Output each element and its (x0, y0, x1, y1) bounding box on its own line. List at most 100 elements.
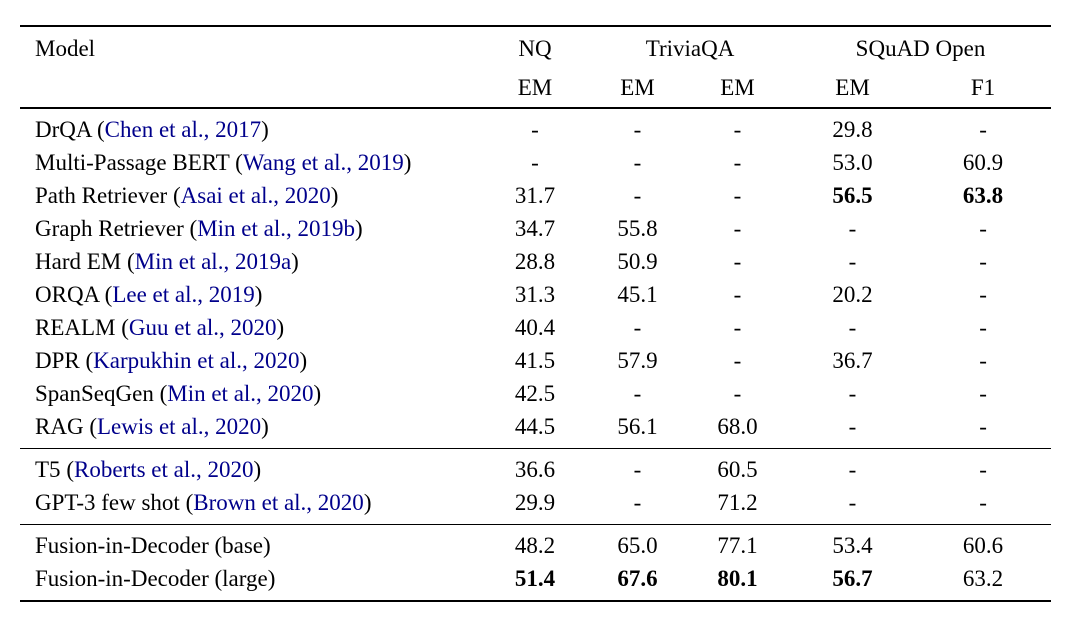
section-retrieval-models: DrQA (Chen et al., 2017) - - - 29.8 - Multi-… (20, 108, 1051, 449)
header-group-row: Model NQ TriviaQA SQuAD Open (20, 26, 1051, 69)
citation-open-paren: ( (104, 282, 113, 307)
model-name-cell: ORQA (Lee et al., 2019) (20, 278, 480, 311)
model-name: Path Retriever (35, 183, 173, 208)
table-header: Model NQ TriviaQA SQuAD Open EM EM EM EM… (20, 26, 1052, 108)
model-name-cell: DrQA (Chen et al., 2017) (20, 108, 480, 146)
metric-value: 42.5 (514, 381, 556, 406)
model-name: RAG (35, 414, 90, 439)
metric-value: 56.1 (617, 414, 658, 439)
metric-value: - (633, 183, 642, 208)
model-name: Multi-Passage BERT (35, 150, 236, 175)
metric-value: 34.7 (514, 216, 556, 241)
header-metric-row: EM EM EM EM F1 (20, 69, 1051, 108)
metric-value: 60.9 (962, 150, 1004, 175)
results-table: Model NQ TriviaQA SQuAD Open EM EM EM EM… (20, 25, 1052, 602)
column-header-nq-em: EM (517, 75, 553, 100)
table-row: T5 (Roberts et al., 2020) 36.6 - 60.5 - - (20, 449, 1051, 487)
model-name-cell: SpanSeqGen (Min et al., 2020) (20, 377, 480, 410)
model-name: Fusion-in-Decoder (base) (35, 533, 271, 558)
model-name: GPT-3 few shot (35, 490, 186, 515)
metric-value: - (633, 315, 642, 340)
metric-value: 45.1 (617, 282, 658, 307)
metric-value: - (979, 282, 987, 307)
metric-value: 56.7 (832, 566, 873, 591)
column-header-triviaqa-em1: EM (620, 75, 655, 100)
citation-link[interactable]: Brown et al., 2020 (193, 490, 364, 515)
metric-value: - (979, 249, 987, 274)
citation-close-paren: ) (299, 348, 308, 373)
column-header-model: Model (35, 36, 96, 61)
metric-value: 44.5 (514, 414, 556, 439)
citation-link[interactable]: Asai et al., 2020 (180, 183, 331, 208)
citation-close-paren: ) (261, 414, 269, 439)
citation-link[interactable]: Lee et al., 2019 (112, 282, 255, 307)
section-fusion-in-decoder: Fusion-in-Decoder (base) 48.2 65.0 77.1 53.… (20, 524, 1052, 602)
metric-value: 51.4 (514, 566, 556, 591)
model-name-cell: Fusion-in-Decoder (base) (20, 525, 480, 563)
citation-close-paren: ) (403, 150, 412, 175)
citation-close-paren: ) (363, 490, 372, 515)
model-name-cell: DPR (Karpukhin et al., 2020) (20, 344, 480, 377)
metric-value: - (633, 457, 642, 482)
metric-value: 65.0 (617, 533, 658, 558)
model-name: T5 (35, 457, 67, 482)
model-name-cell: Multi-Passage BERT (Wang et al., 2019) (20, 146, 480, 179)
citation-open-paren: ( (159, 381, 168, 406)
citation-link[interactable]: Karpukhin et al., 2020 (93, 348, 300, 373)
metric-value: - (633, 490, 642, 515)
table-row: Fusion-in-Decoder (large) 51.4 67.6 80.1 56… (20, 562, 1051, 601)
table-row: Hard EM (Min et al., 2019a) 28.8 50.9 - - - (20, 245, 1051, 278)
citation-open-paren: ( (121, 315, 129, 340)
metric-value: 60.5 (717, 457, 758, 482)
metric-value: 63.2 (962, 566, 1004, 591)
metric-value: 31.7 (514, 183, 556, 208)
citation-close-paren: ) (253, 457, 262, 482)
column-header-squad-f1: F1 (970, 75, 996, 100)
citation-open-paren: ( (189, 216, 198, 241)
model-name-cell: REALM (Guu et al., 2020) (20, 311, 480, 344)
model-name: SpanSeqGen (35, 381, 160, 406)
citation-close-paren: ) (291, 249, 299, 274)
metric-value: - (979, 414, 987, 439)
metric-value: 53.0 (832, 150, 873, 175)
metric-value: - (848, 490, 857, 515)
citation-open-paren: ( (85, 348, 94, 373)
column-header-triviaqa-em2: EM (720, 75, 755, 100)
metric-value: 28.8 (514, 249, 556, 274)
citation-open-paren: ( (126, 249, 135, 274)
citation-link[interactable]: Guu et al., 2020 (128, 315, 277, 340)
metric-value: 50.9 (617, 249, 658, 274)
table-row: Multi-Passage BERT (Wang et al., 2019) -… (20, 146, 1051, 179)
metric-value: - (633, 117, 642, 142)
metric-value: - (733, 315, 742, 340)
metric-value: 29.8 (832, 117, 873, 142)
table-row: DPR (Karpukhin et al., 2020) 41.5 57.9 - 36… (20, 344, 1051, 377)
citation-close-paren: ) (261, 117, 269, 142)
citation-open-paren: ( (89, 414, 97, 439)
model-name: ORQA (35, 282, 105, 307)
metric-value: - (979, 490, 987, 515)
metric-value: - (848, 414, 857, 439)
model-name-cell: Path Retriever (Asai et al., 2020) (20, 179, 480, 212)
metric-value: - (979, 457, 987, 482)
metric-value: 36.7 (832, 348, 873, 373)
column-group-squad-open: SQuAD Open (855, 36, 986, 61)
metric-value: 20.2 (832, 282, 873, 307)
column-group-nq: NQ (518, 36, 552, 61)
citation-link[interactable]: Min et al., 2019b (197, 216, 356, 241)
metric-value: - (633, 150, 642, 175)
citation-close-paren: ) (254, 282, 263, 307)
citation-link[interactable]: Lewis et al., 2020 (96, 414, 262, 439)
model-name: Hard EM (35, 249, 127, 274)
citation-link[interactable]: Min et al., 2019a (134, 249, 292, 274)
citation-link[interactable]: Wang et al., 2019 (242, 150, 404, 175)
citation-link[interactable]: Chen et al., 2017 (104, 117, 262, 142)
citation-open-paren: ( (96, 117, 105, 142)
citation-link[interactable]: Min et al., 2020 (167, 381, 314, 406)
citation-link[interactable]: Roberts et al., 2020 (73, 457, 254, 482)
model-name-cell: Graph Retriever (Min et al., 2019b) (20, 212, 480, 245)
model-name-cell: T5 (Roberts et al., 2020) (20, 449, 480, 487)
table-row: ORQA (Lee et al., 2019) 31.3 45.1 - 20.2 - (20, 278, 1051, 311)
metric-value: - (979, 216, 987, 241)
